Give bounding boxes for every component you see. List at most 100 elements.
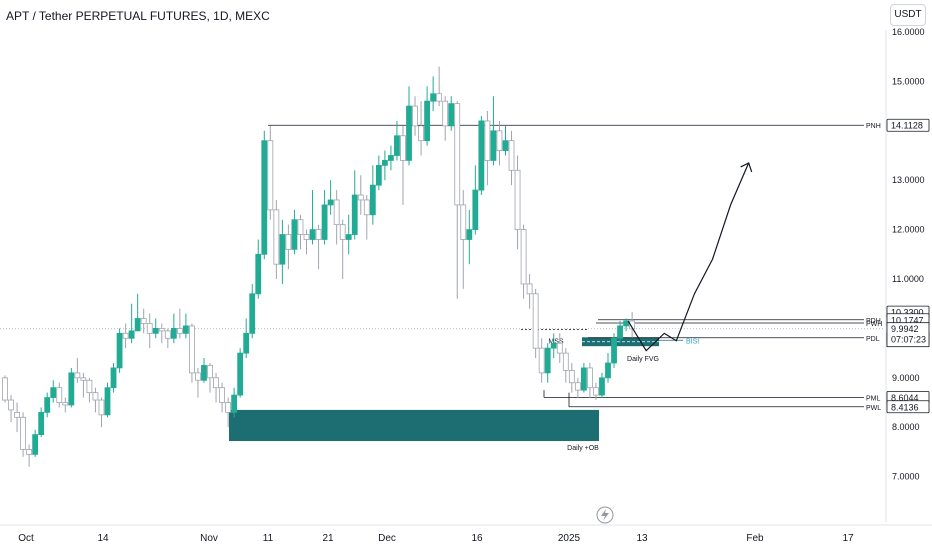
lightning-icon-ring bbox=[596, 506, 614, 524]
candle-body bbox=[237, 352, 244, 396]
y-tick-label: 15.0000 bbox=[892, 76, 925, 86]
candle bbox=[249, 283, 256, 339]
candle-body bbox=[74, 372, 81, 379]
price-label-pnh-bg bbox=[886, 118, 930, 132]
candle-body bbox=[56, 387, 63, 403]
candle-body bbox=[26, 449, 33, 455]
candle bbox=[430, 76, 437, 112]
candle bbox=[406, 86, 412, 166]
candle bbox=[375, 155, 382, 191]
candle-body bbox=[587, 367, 593, 389]
candle bbox=[182, 313, 189, 339]
candle-body bbox=[611, 337, 617, 364]
candle-body bbox=[357, 194, 364, 201]
candle bbox=[44, 392, 51, 418]
candle bbox=[267, 125, 274, 220]
candle bbox=[333, 190, 340, 245]
candle-body bbox=[176, 327, 183, 334]
candle bbox=[363, 195, 370, 240]
candle-body bbox=[14, 411, 20, 418]
candle bbox=[176, 308, 183, 339]
candle-body bbox=[231, 394, 238, 413]
candle-body bbox=[375, 164, 382, 186]
level-label-pml: PML bbox=[866, 395, 881, 402]
candle-body bbox=[580, 367, 587, 391]
candle bbox=[412, 96, 418, 136]
candle bbox=[14, 402, 20, 433]
candle bbox=[68, 367, 75, 408]
candle bbox=[629, 312, 636, 338]
mss-label: MSS bbox=[548, 338, 564, 345]
y-tick-label: 13.0000 bbox=[892, 175, 925, 185]
candle-body bbox=[484, 120, 491, 161]
candle-body bbox=[297, 219, 304, 235]
candle bbox=[56, 382, 63, 408]
candle bbox=[80, 372, 87, 398]
candle bbox=[92, 387, 99, 413]
price-label-pnh: 14.1128 bbox=[886, 118, 930, 132]
candle-body bbox=[508, 140, 515, 171]
level-label-pwh: PWH bbox=[866, 321, 882, 328]
candle bbox=[309, 190, 316, 245]
candle-body bbox=[412, 105, 418, 127]
candle-body bbox=[134, 318, 141, 332]
candle-body bbox=[544, 347, 551, 374]
price-label-pwl-bg bbox=[886, 400, 930, 414]
candle bbox=[201, 358, 207, 383]
candle bbox=[152, 318, 159, 339]
candle-body bbox=[400, 135, 406, 161]
candle-body bbox=[520, 229, 527, 285]
candle-body bbox=[466, 229, 473, 240]
daily-ob-label: Daily +OB bbox=[567, 445, 599, 452]
candle-body bbox=[345, 234, 352, 240]
projection-arrowhead bbox=[740, 162, 753, 173]
candle-body bbox=[128, 330, 135, 339]
candle-body bbox=[116, 332, 123, 369]
candle bbox=[38, 407, 45, 438]
candle-body bbox=[164, 330, 171, 339]
candle bbox=[164, 328, 171, 349]
candle-body bbox=[339, 224, 346, 240]
candle bbox=[315, 224, 322, 270]
candle bbox=[195, 367, 201, 398]
candle-body bbox=[195, 372, 201, 381]
candle-body bbox=[442, 100, 449, 127]
candle bbox=[231, 387, 238, 418]
level-label-pdl: PDL bbox=[866, 336, 880, 343]
currency-selector[interactable]: USDT bbox=[890, 4, 926, 26]
candle-body bbox=[225, 402, 232, 413]
candle bbox=[237, 348, 244, 398]
candle bbox=[122, 323, 129, 349]
candle-body bbox=[243, 332, 250, 354]
candle bbox=[472, 165, 479, 235]
candle-body bbox=[568, 369, 575, 384]
level-label-pwl: PWL bbox=[866, 405, 881, 412]
candle-body bbox=[430, 93, 437, 102]
candle bbox=[146, 313, 153, 349]
candle bbox=[62, 397, 69, 413]
candle-body bbox=[351, 194, 358, 235]
candle bbox=[20, 412, 26, 457]
candle-body bbox=[182, 325, 189, 334]
candle-body bbox=[158, 327, 165, 332]
candle-body bbox=[460, 204, 467, 240]
candle bbox=[448, 96, 455, 131]
candle bbox=[605, 353, 611, 383]
candle-body bbox=[122, 332, 129, 339]
candle bbox=[580, 362, 587, 393]
candle-body bbox=[502, 140, 509, 151]
candle-body bbox=[189, 325, 195, 374]
price-label-text: 10.3300 bbox=[891, 308, 924, 318]
x-tick-label: 21 bbox=[322, 533, 334, 544]
candle-body bbox=[550, 342, 557, 349]
x-tick-label: 13 bbox=[636, 533, 648, 544]
candle bbox=[297, 214, 304, 250]
candle bbox=[2, 375, 8, 403]
candle bbox=[285, 224, 292, 270]
candle-body bbox=[532, 293, 539, 349]
candle bbox=[345, 214, 352, 255]
candle bbox=[568, 362, 575, 393]
candle-body bbox=[249, 293, 256, 334]
candle-body bbox=[62, 402, 69, 406]
